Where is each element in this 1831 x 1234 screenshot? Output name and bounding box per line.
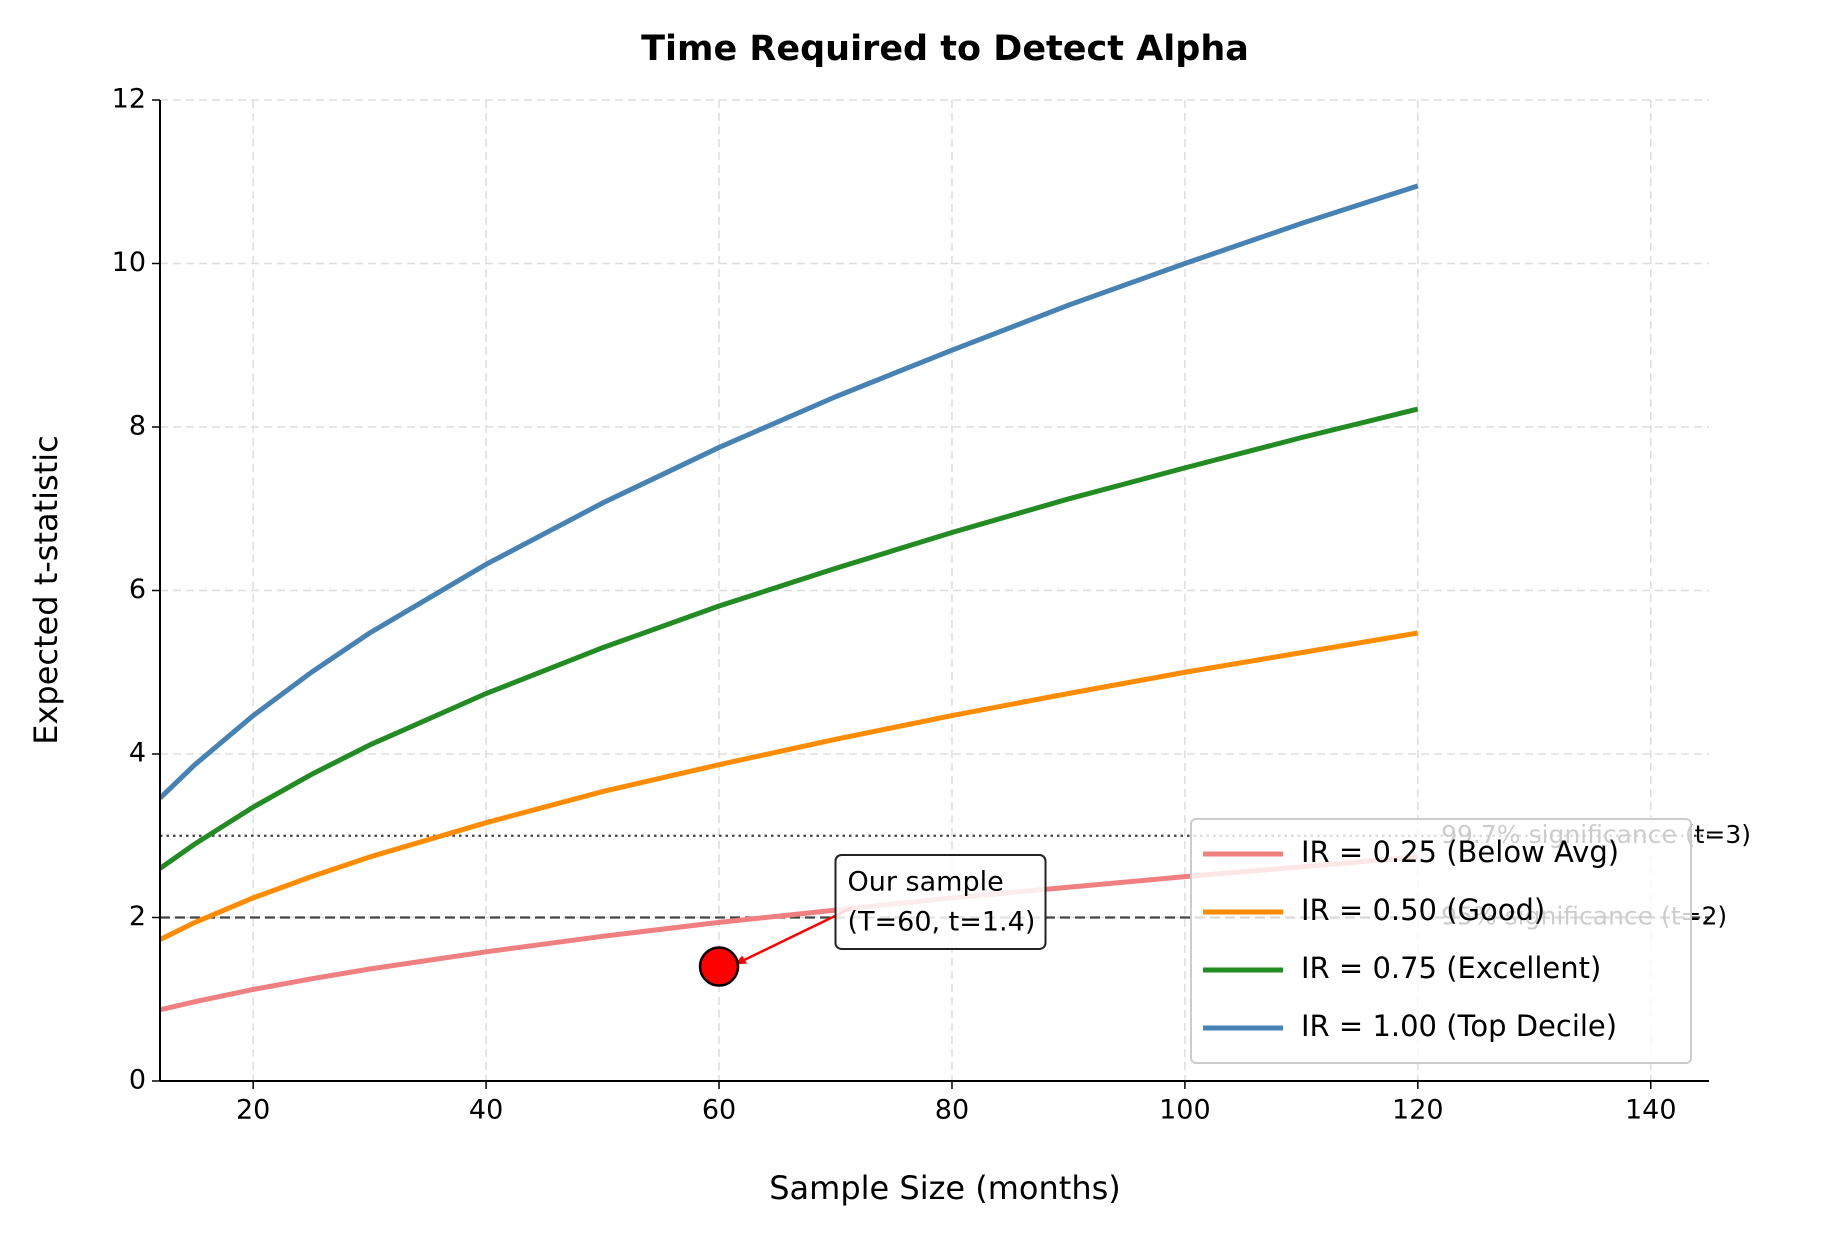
x-axis-label: Sample Size (months) [769, 1169, 1121, 1207]
annotation-box [834, 853, 1047, 950]
annotation-point [698, 946, 740, 987]
annotation-text: (T=60, t=1.4) [848, 906, 1036, 937]
y-tick-label: 12 [112, 84, 146, 115]
y-axis-label: Expected t-statistic [27, 435, 65, 745]
series-line [160, 630, 1419, 942]
series-line [160, 854, 1419, 1013]
series-line [160, 406, 1419, 871]
legend-label: IR = 0.50 (Good) [1301, 893, 1545, 927]
legend-box [1190, 818, 1692, 1064]
y-tick-label: 4 [129, 738, 146, 769]
x-tick-label: 120 [1392, 1095, 1444, 1126]
legend-label: IR = 0.75 (Excellent) [1301, 951, 1601, 985]
series-line [160, 183, 1419, 800]
y-tick-label: 2 [129, 901, 146, 932]
legend-label: IR = 1.00 (Top Decile) [1301, 1009, 1617, 1043]
legend-label: IR = 0.25 (Below Avg) [1301, 835, 1619, 869]
y-tick-label: 10 [112, 247, 146, 278]
annotation-arrow [738, 906, 853, 964]
annotation-text: Our sample [848, 866, 1004, 897]
x-tick-label: 60 [702, 1095, 736, 1126]
y-tick-label: 8 [129, 411, 146, 442]
x-tick-label: 140 [1625, 1095, 1677, 1126]
x-tick-label: 100 [1159, 1095, 1211, 1126]
x-tick-label: 40 [469, 1095, 503, 1126]
x-tick-label: 80 [935, 1095, 969, 1126]
chart-title: Time Required to Detect Alpha [641, 29, 1249, 69]
y-tick-label: 6 [129, 574, 146, 605]
x-tick-label: 20 [236, 1095, 270, 1126]
y-tick-label: 0 [129, 1065, 146, 1096]
